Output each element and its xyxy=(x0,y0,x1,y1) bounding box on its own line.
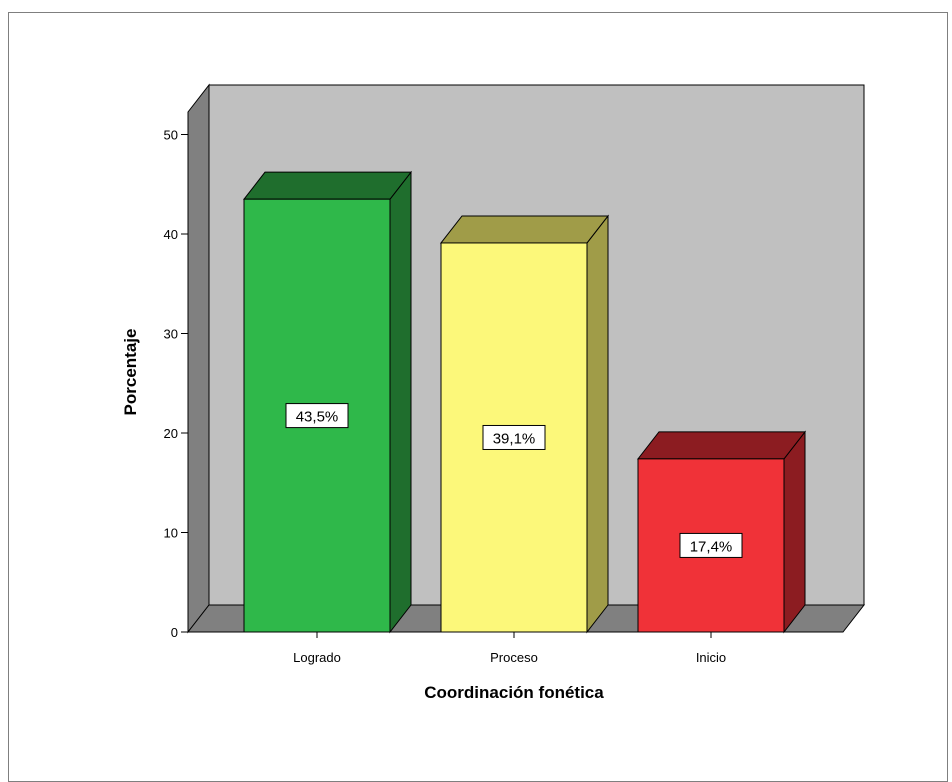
data-label-box xyxy=(679,532,743,558)
bar-top xyxy=(636,431,807,460)
x-tick-label: Inicio xyxy=(696,650,726,665)
y-tick-label: 40 xyxy=(164,227,178,242)
data-label-box xyxy=(285,403,349,429)
bar-logrado: 43,5% xyxy=(242,170,413,634)
y-tick-label: 20 xyxy=(164,426,178,441)
data-label: 39,1% xyxy=(493,430,536,447)
y-tick-label: 30 xyxy=(164,327,178,342)
bar-side xyxy=(586,214,609,634)
y-axis: 0 10 20 30 40 50 xyxy=(164,128,188,640)
data-label-box xyxy=(482,424,546,450)
bar-top xyxy=(242,171,413,200)
bar-inicio: 17,4% xyxy=(636,430,807,634)
y-tick-label: 50 xyxy=(164,128,178,143)
x-tick-label: Logrado xyxy=(293,650,341,665)
bar-side xyxy=(389,170,412,634)
x-axis-title: Coordinación fonética xyxy=(424,683,604,702)
y-tick-label: 10 xyxy=(164,526,178,541)
y-tick-label: 0 xyxy=(171,625,178,640)
data-label: 43,5% xyxy=(296,409,339,426)
x-axis: Logrado Proceso Inicio xyxy=(293,632,726,665)
bar-side xyxy=(783,430,806,634)
data-label: 17,4% xyxy=(690,538,733,555)
bars-group: 43,5% 39,1% 17,4% xyxy=(242,170,807,634)
x-tick-label: Proceso xyxy=(490,650,538,665)
bar-top xyxy=(439,215,610,244)
bar-proceso: 39,1% xyxy=(439,214,610,634)
y-axis-title: Porcentaje xyxy=(121,329,140,416)
left-wall xyxy=(187,83,210,634)
